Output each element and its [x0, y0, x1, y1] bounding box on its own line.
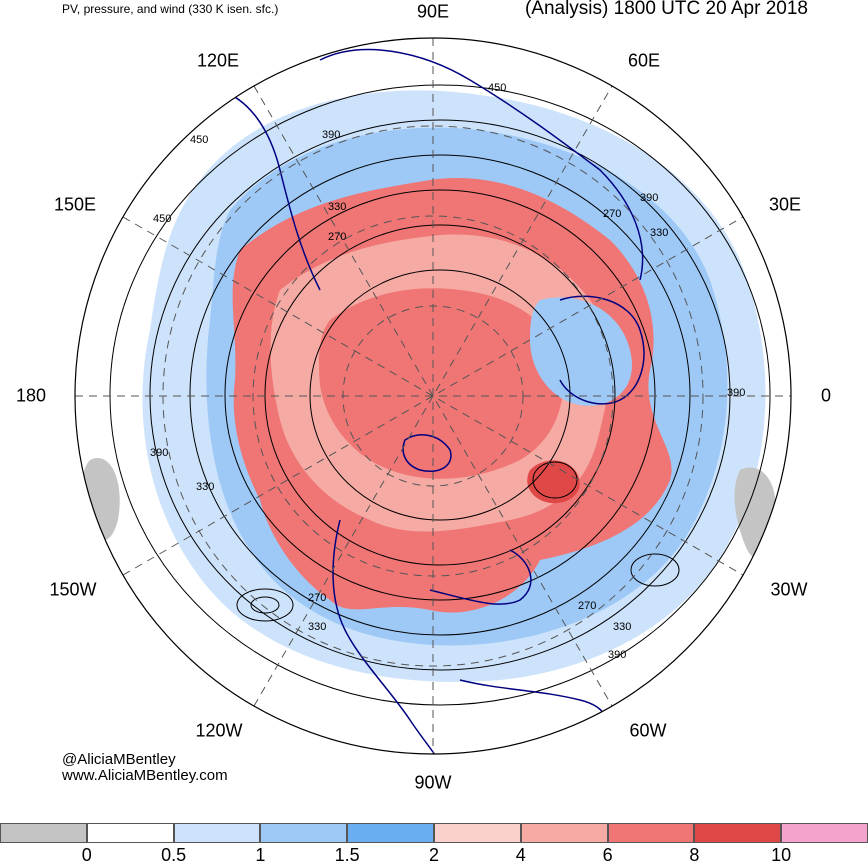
colorbar-swatch	[347, 823, 434, 843]
colorbar-swatch	[520, 823, 608, 843]
colorbar-swatch	[694, 823, 782, 843]
chart-subtitle: PV, pressure, and wind (330 K isen. sfc.…	[62, 2, 279, 16]
colorbar-tick-label: 2	[428, 845, 440, 865]
lon-label-60w: 60W	[629, 720, 667, 741]
contour-label: 270	[328, 231, 346, 243]
contour-label: 330	[650, 227, 668, 239]
colorbar-swatch	[173, 823, 261, 843]
lon-label-90w: 90W	[414, 772, 452, 793]
contour-label: 270	[578, 600, 596, 612]
contour-label: 270	[603, 208, 621, 220]
lon-label-90e: 90E	[416, 1, 450, 22]
colorbar-tick-label: 0	[81, 845, 92, 865]
contour-label: 390	[727, 387, 745, 399]
lon-label-150w: 150W	[49, 579, 97, 600]
lon-label-120w: 120W	[195, 720, 243, 741]
colorbar-swatch	[0, 823, 87, 843]
colorbar-tick-label: 4	[515, 845, 526, 865]
map-fill-layer	[75, 38, 791, 754]
pv-region-blue-pocket	[530, 297, 632, 406]
lon-label-120e: 120E	[196, 50, 240, 71]
colorbar-tick-label: 0.5	[161, 845, 187, 865]
contour-label: 330	[613, 621, 631, 633]
colorbar-tick-label: 6	[602, 845, 613, 865]
colorbar-swatch	[434, 823, 521, 843]
contour-label: 390	[608, 649, 626, 661]
contour-label: 450	[488, 82, 506, 94]
contour-label: 390	[150, 447, 168, 459]
lon-label-30e: 30E	[768, 194, 802, 215]
lon-label-30w: 30W	[770, 579, 808, 600]
lon-label-60e: 60E	[627, 50, 661, 71]
contour-label: 390	[640, 192, 658, 204]
colorbar-tick-label: 1	[255, 845, 266, 865]
pv-region-inner-red	[319, 288, 564, 479]
contour-label: 450	[190, 134, 208, 146]
contour-lines	[109, 84, 771, 706]
graticule	[75, 38, 791, 754]
colorbar-swatch	[260, 823, 348, 843]
lon-label-180: 180	[15, 385, 47, 406]
lon-label-0: 0	[820, 385, 832, 406]
contour-label: 450	[153, 213, 171, 225]
credit-handle: @AliciaMBentley	[62, 751, 176, 768]
chart-title: (Analysis) 1800 UTC 20 Apr 2018	[524, 0, 808, 19]
contour-label: 330	[308, 621, 326, 633]
map-boundary	[74, 37, 792, 755]
contour-label: 390	[322, 129, 340, 141]
contour-label: 330	[196, 481, 214, 493]
colorbar-swatch	[607, 823, 695, 843]
contour-label: 330	[328, 201, 346, 213]
lon-label-150e: 150E	[53, 194, 97, 215]
pv-region-dark-red	[527, 460, 580, 504]
colorbar-swatch	[86, 823, 174, 843]
colorbar-swatch	[781, 823, 868, 843]
contour-label-group: 450 450 450 390 390 390 390 390 330 330 …	[150, 82, 745, 661]
contour-label: 270	[308, 592, 326, 604]
credit-website: www.AliciaMBentley.com	[62, 767, 228, 784]
colorbar-tick-label: 1.5	[334, 845, 360, 865]
colorbar-tick-label: 8	[689, 845, 700, 865]
colorbar-tick-label: 10	[771, 845, 792, 865]
